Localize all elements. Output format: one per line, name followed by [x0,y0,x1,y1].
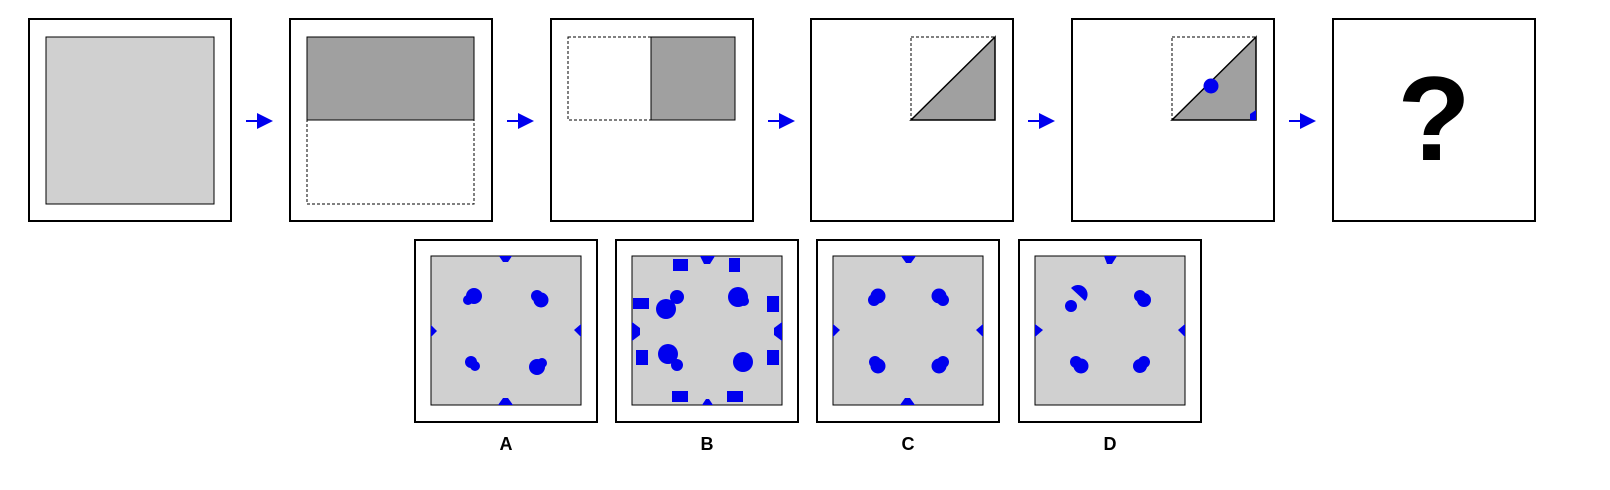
punched-hole [1203,78,1219,94]
step-2-panel [289,18,493,222]
hole [868,294,880,306]
option-label: D [1104,434,1117,454]
question-mark: ? [1397,52,1470,186]
hole [870,358,886,374]
hole [739,296,749,306]
square-hole [633,298,649,309]
square-hole [672,391,688,402]
edge-hole [976,324,983,337]
step-5-panel [1071,18,1275,222]
square-hole [729,258,740,272]
edge-hole [774,322,782,341]
edge-hole [833,324,840,337]
hole [931,358,947,374]
option-c[interactable]: C [816,239,1000,454]
edge-hole [1035,324,1043,337]
hole [533,292,549,308]
option-a[interactable]: A [414,239,598,454]
paper-sheet [45,36,215,205]
hole [1133,359,1147,373]
step-4-panel [810,18,1014,222]
hole [733,352,753,372]
edge-hole [498,398,513,405]
question-panel: ? [1332,18,1536,222]
edge-hole [1178,324,1185,337]
edge-hole [499,256,512,262]
folded-triangle [1170,35,1257,121]
punched-hole-edge [1250,110,1256,120]
edge-hole [1104,256,1117,264]
square-hole [767,350,779,365]
folded-triangle [909,35,996,121]
square-hole [767,296,779,312]
edge-hole [901,256,916,263]
hole [670,290,684,304]
option-label: B [701,434,714,454]
option-b[interactable]: B [615,239,799,454]
square-hole [673,259,688,271]
hole [1073,358,1089,374]
fold-outline-bottom [306,119,475,205]
hole [658,344,678,364]
edge-hole [700,256,715,264]
edge-hole [632,322,640,341]
half-hole [1071,284,1088,301]
square-hole [727,391,743,402]
option-d[interactable]: D [1018,239,1202,454]
edge-hole [431,325,437,337]
hole [656,299,676,319]
folded-top-half [306,36,475,121]
hole [937,294,949,306]
option-label: C [902,434,915,454]
option-label: A [500,434,513,454]
hole [1065,300,1077,312]
hole [463,295,473,305]
edge-hole [900,398,915,405]
fold-outline-left [567,36,652,121]
hole [470,361,480,371]
hole [671,359,683,371]
hole [537,358,547,368]
step-3-panel [550,18,754,222]
square-hole [636,350,648,365]
hole [1137,293,1151,307]
folded-quarter [650,36,736,121]
edge-hole [574,324,581,337]
step-1-panel [28,18,232,222]
edge-hole [702,399,713,405]
